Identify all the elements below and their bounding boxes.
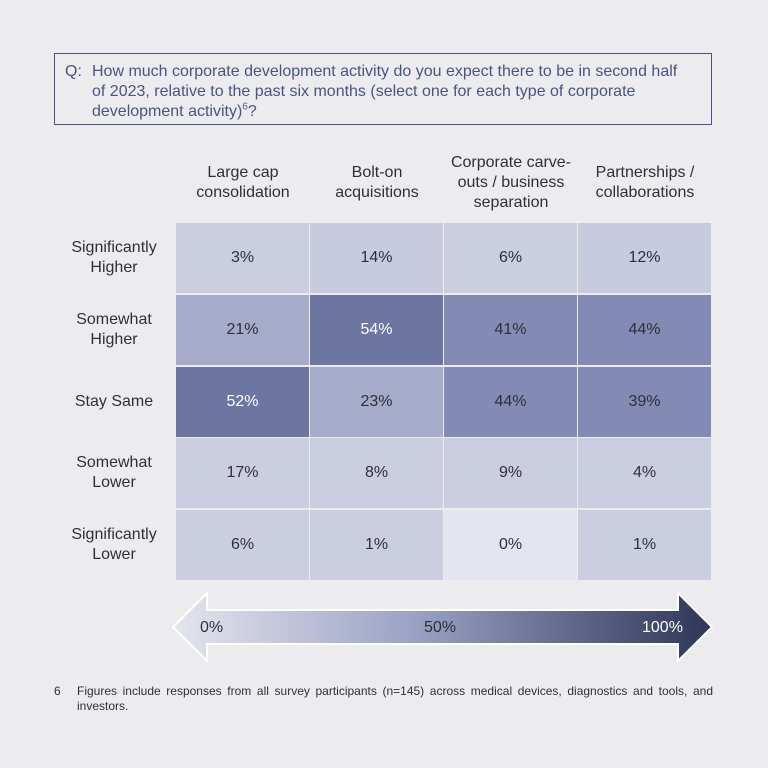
cell-value-label: 4% — [632, 464, 657, 481]
cell-value-label: 6% — [498, 249, 523, 266]
heatmap-cell: 44% — [578, 295, 711, 365]
cell-value-label: 9% — [498, 464, 523, 481]
heatmap-cell: 6% — [444, 223, 577, 293]
heatmap-cell: 1% — [310, 510, 443, 580]
scale-arrow-shape — [171, 590, 714, 664]
column-header-1: Large cap consolidation — [196, 164, 290, 201]
cell-value-label: 44% — [628, 321, 661, 338]
heatmap-cell: 3% — [176, 223, 309, 293]
heatmap-cell: 21% — [176, 295, 309, 365]
cell-value-label: 41% — [494, 321, 527, 338]
color-scale-arrow — [171, 590, 714, 664]
row-header-1: Significantly Higher — [71, 239, 157, 276]
cell-value-label: 8% — [364, 464, 389, 481]
heatmap-cell: 23% — [310, 367, 443, 437]
heatmap-cell: 12% — [578, 223, 711, 293]
heatmap-cell: 1% — [578, 510, 711, 580]
heatmap-cell: 0% — [444, 510, 577, 580]
cell-value-label: 14% — [360, 249, 393, 266]
heatmap-cell: 41% — [444, 295, 577, 365]
cell-value-label: 39% — [628, 393, 661, 410]
cell-value-label: 0% — [498, 536, 523, 553]
heatmap-cell: 9% — [444, 438, 577, 508]
question-text: How much corporate development activity … — [92, 62, 692, 122]
footnote-number: 6 — [54, 684, 61, 698]
column-header-3: Corporate carve-outs / business separati… — [450, 154, 572, 211]
cell-value-label: 44% — [494, 393, 527, 410]
cell-value-label: 12% — [628, 249, 661, 266]
heatmap-cell: 17% — [176, 438, 309, 508]
question-end: ? — [247, 103, 257, 120]
cell-value-label: 23% — [360, 393, 393, 410]
cell-value-label: 54% — [360, 321, 393, 338]
question-label: Q: — [65, 63, 82, 80]
cell-value-label: 1% — [632, 536, 657, 553]
scale-mid-label: 50% — [424, 619, 457, 636]
heatmap-cell: 52% — [176, 367, 309, 437]
cell-value-label: 1% — [364, 536, 389, 553]
heatmap-cell: 6% — [176, 510, 309, 580]
heatmap-cell: 8% — [310, 438, 443, 508]
scale-min-label: 0% — [200, 619, 224, 636]
row-header-3: Stay Same — [74, 393, 154, 410]
heatmap-cell: 54% — [310, 295, 443, 365]
footnote-text: Figures include responses from all surve… — [77, 684, 713, 713]
column-header-4: Partnerships / collaborations — [595, 164, 695, 201]
heatmap-cell: 14% — [310, 223, 443, 293]
heatmap-cell: 44% — [444, 367, 577, 437]
heatmap-cell: 4% — [578, 438, 711, 508]
row-header-4: Somewhat Lower — [76, 454, 152, 491]
column-header-2: Bolt-on acquisitions — [335, 164, 419, 201]
question-body: How much corporate development activity … — [92, 63, 678, 120]
footnote-reference: 6 — [242, 101, 248, 113]
cell-value-label: 17% — [226, 464, 259, 481]
cell-value-label: 3% — [230, 249, 255, 266]
heatmap-cell: 39% — [578, 367, 711, 437]
row-header-5: Significantly Lower — [71, 526, 157, 563]
question-box: Q: How much corporate development activi… — [54, 53, 712, 125]
cell-value-label: 6% — [230, 536, 255, 553]
cell-value-label: 52% — [226, 393, 259, 410]
scale-max-label: 100% — [642, 619, 683, 636]
cell-value-label: 21% — [226, 321, 259, 338]
row-header-2: Somewhat Higher — [76, 311, 152, 348]
